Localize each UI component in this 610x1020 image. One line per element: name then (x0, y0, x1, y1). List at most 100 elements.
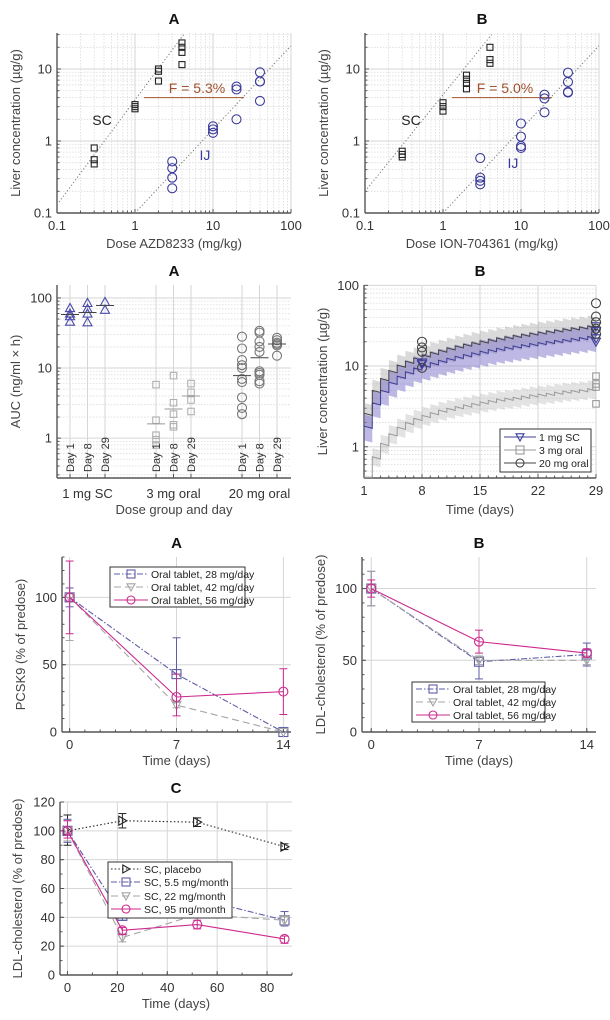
data-point (590, 334, 602, 345)
data-point (236, 360, 248, 371)
legend-entry: 1 mg SC (504, 432, 580, 444)
data-point (475, 152, 486, 164)
x-tick-label: 60 (210, 980, 224, 995)
y-tick-label: 0.1 (342, 206, 360, 221)
data-point (236, 392, 248, 403)
chart-title: B (477, 11, 488, 28)
data-point (207, 127, 219, 138)
data-point (486, 59, 494, 67)
y-axis-label: PCSK9 (% of predose) (13, 579, 28, 711)
series-label: IJ (200, 147, 211, 163)
data-point (169, 410, 178, 418)
error-bar (279, 668, 288, 715)
legend-marker-square (428, 684, 438, 694)
day-label: Day 8 (83, 443, 95, 472)
y-axis-label: LDL-cholesterol (% of predose) (10, 799, 25, 979)
data-point (64, 315, 76, 326)
group: Day 1 Day 8 Day 29 1 mg SC (61, 296, 114, 501)
data-point (473, 656, 485, 666)
data-point (439, 103, 447, 111)
chart-panel-3: 1 10 100 1 8 15 22 29 B Time (days) Liver concentr… (315, 263, 603, 517)
data-point (416, 336, 428, 347)
data-point (236, 362, 248, 374)
y-tick-label: 0 (50, 725, 57, 740)
data-point (254, 336, 265, 347)
legend-label: 1 mg SC (539, 432, 580, 444)
data-point (271, 335, 283, 346)
x-tick-label: 0 (66, 737, 73, 752)
observed-points (416, 322, 602, 370)
x-axis-label: Time (days) (142, 753, 210, 768)
x-tick-label: 1 (360, 483, 367, 498)
data-point (187, 396, 195, 404)
chart-panel-0: 0.1 1 10 0.1 1 10 100 A Dose AZD8233 (mg/kg) Live… (8, 11, 302, 251)
data-point (193, 816, 203, 828)
legend-label: SC, 5.5 mg/month (144, 877, 229, 889)
group-label: 3 mg oral (146, 486, 200, 501)
data-point (590, 317, 602, 328)
data-point (416, 360, 428, 370)
data-point (366, 583, 377, 594)
data-point (64, 310, 76, 321)
data-point (236, 355, 248, 366)
x-axis-label: Dose AZD8233 (mg/kg) (106, 236, 242, 251)
legend-label: SC, 95 mg/month (144, 904, 226, 916)
x-tick-label: 0.1 (48, 218, 66, 233)
data-point (62, 825, 73, 836)
data-point (590, 298, 602, 309)
error-bar (172, 673, 181, 717)
series-line (69, 596, 284, 733)
x-tick-label: 7 (173, 737, 180, 752)
data-point (236, 373, 248, 384)
data-point (539, 107, 550, 118)
data-point (254, 76, 266, 87)
data-point (473, 636, 485, 647)
legend-marker-triangle-down (428, 698, 438, 708)
y-tick-label: 10 (38, 61, 52, 76)
data-point (231, 114, 242, 125)
median-curve (364, 325, 596, 417)
data-point (231, 84, 242, 95)
legend-label: Oral tablet, 56 mg/day (151, 595, 255, 607)
data-point (154, 67, 163, 75)
data-point (475, 179, 486, 190)
data-point (118, 815, 128, 827)
x-tick-label: 10 (514, 218, 528, 233)
data-point (154, 77, 163, 85)
y-tick-label: 0 (350, 725, 357, 740)
legend-entry: SC, 22 mg/month (111, 891, 226, 903)
y-axis-label: LDL-cholesterol (% of predose) (313, 555, 328, 735)
y-tick-label: 100 (33, 823, 55, 838)
series-line (66, 830, 285, 939)
observed-points (416, 298, 602, 373)
x-tick-label: 100 (588, 218, 610, 233)
data-point (167, 172, 178, 183)
legend-label: 3 mg oral (539, 445, 583, 457)
chart-title: B (475, 263, 486, 280)
data-point (178, 61, 186, 69)
error-bar (367, 579, 376, 598)
data-point (99, 304, 111, 314)
data-point (90, 144, 98, 152)
data-point (515, 118, 527, 129)
legend-marker-circle (428, 710, 438, 720)
data-point (187, 407, 195, 416)
data-point (562, 87, 574, 98)
data-point (207, 121, 219, 132)
legend-marker-triangle-down (121, 892, 131, 902)
legend-entry: Oral tablet, 56 mg/day (114, 595, 255, 607)
data-point (152, 435, 160, 444)
data-point (462, 75, 471, 83)
legend-marker-circle (126, 595, 136, 605)
chart-panel-5: 0 50 100 0 7 14 B Time (days) LDL-cholesterol (%… (313, 535, 596, 768)
legend-entry: Oral tablet, 42 mg/day (114, 582, 255, 594)
legend-entry: 3 mg oral (504, 445, 583, 457)
legend-marker-square (126, 569, 136, 579)
y-tick-label: 40 (41, 910, 55, 925)
x-tick-label: 14 (580, 737, 594, 752)
data-point (117, 925, 128, 936)
chart-title: A (169, 11, 180, 28)
legend-entry: Oral tablet, 28 mg/day (416, 684, 557, 696)
